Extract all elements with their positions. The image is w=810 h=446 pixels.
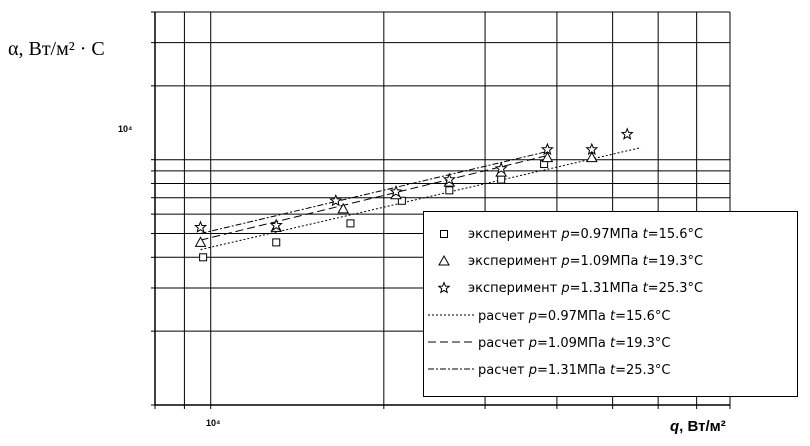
legend-t-val: =15.6°C (647, 226, 704, 242)
x-axis-unit: , Вт/м² (679, 418, 726, 435)
legend-p-val: =0.97МПа (537, 308, 606, 324)
legend-p-val: =0.97МПа (569, 226, 639, 242)
line-style-icon (428, 363, 474, 378)
legend-label-word: расчет (478, 308, 525, 324)
star-point (389, 184, 403, 198)
legend-label-word: расчет (478, 335, 525, 351)
y-tick-label: 10⁴ (118, 124, 133, 134)
legend-p-val: =1.31МПа (537, 362, 606, 378)
star-point (194, 220, 208, 233)
legend-label: расчет p=1.09МПа t=19.3°C (478, 336, 671, 351)
x-tick-label: 10⁴ (206, 418, 221, 428)
star-marker-icon (424, 281, 464, 295)
legend-item: эксперимент p=1.09МПа t=19.3°C (424, 250, 703, 272)
square-marker-icon (424, 227, 464, 241)
legend-t-label: t (642, 280, 648, 296)
star-point (442, 172, 456, 186)
line-style-icon (428, 336, 474, 351)
legend-label: расчет p=1.31МПа t=25.3°C (478, 363, 671, 378)
experiment-points (194, 127, 634, 262)
legend-t-val: =25.3°C (647, 280, 704, 296)
legend-label: эксперимент p=1.31МПа t=25.3°C (468, 281, 703, 296)
square-point (497, 175, 506, 184)
legend-label: эксперимент p=1.09МПа t=19.3°C (468, 254, 703, 269)
x-axis-variable: q (670, 418, 680, 435)
legend-t-val: =25.3°C (615, 362, 671, 378)
square-point (445, 186, 454, 195)
square-point (346, 219, 355, 228)
legend-marker (440, 230, 448, 238)
legend-item: расчет p=0.97МПа t=15.6°C (424, 305, 671, 327)
axes (154, 12, 730, 406)
legend: эксперимент p=0.97МПа t=15.6°C эксперимен… (423, 211, 798, 397)
legend-t-label: t (609, 362, 616, 378)
legend-item: эксперимент p=0.97МПа t=15.6°C (424, 223, 703, 245)
star-point (329, 193, 343, 207)
legend-item: расчет p=1.09МПа t=19.3°C (424, 332, 671, 354)
legend-p-label: p (528, 335, 538, 351)
calc-lines (200, 147, 642, 251)
legend-label: расчет p=0.97МПа t=15.6°C (478, 309, 671, 324)
triangle-point (194, 236, 207, 247)
calc-line-3 (200, 147, 642, 251)
legend-p-label: p (561, 280, 570, 296)
square-point (199, 253, 208, 262)
legend-label-word: расчет (478, 362, 525, 378)
legend-item: эксперимент p=1.31МПа t=25.3°C (424, 277, 703, 299)
y-axis-label: α, Вт/м² · С (8, 38, 105, 60)
calc-line-5 (200, 151, 548, 235)
legend-p-label: p (561, 253, 570, 269)
square-point (272, 238, 281, 247)
legend-t-val: =19.3°C (647, 253, 704, 269)
square-point (397, 196, 406, 205)
star-point (494, 161, 508, 175)
star-point (620, 127, 634, 140)
legend-label-word: эксперимент (468, 280, 558, 296)
legend-t-label: t (642, 226, 648, 242)
axis-ticks (151, 11, 731, 409)
star-point (540, 142, 554, 156)
legend-marker (438, 254, 450, 266)
legend-p-label: p (528, 362, 538, 378)
legend-label-word: эксперимент (468, 253, 558, 269)
legend-p-val: =1.31МПа (569, 280, 639, 296)
legend-label-word: эксперимент (468, 226, 558, 242)
legend-t-val: =19.3°C (615, 335, 671, 351)
legend-t-label: t (609, 308, 616, 324)
x-axis-label: q, Вт/м² (670, 418, 726, 435)
legend-t-label: t (609, 335, 616, 351)
legend-item: расчет p=1.31МПа t=25.3°C (424, 359, 671, 381)
legend-label: эксперимент p=0.97МПа t=15.6°C (468, 227, 703, 242)
legend-p-label: p (561, 226, 570, 242)
triangle-point (337, 202, 350, 214)
triangle-marker-icon (424, 254, 464, 268)
legend-t-label: t (642, 253, 648, 269)
line-style-icon (428, 309, 474, 324)
star-point (269, 218, 283, 231)
legend-p-label: p (528, 308, 538, 324)
triangle-point (585, 151, 598, 163)
triangle-point (541, 151, 554, 163)
legend-t-val: =15.6°C (615, 308, 671, 324)
star-point (585, 142, 599, 156)
legend-marker (437, 281, 451, 294)
legend-p-val: =1.09МПа (569, 253, 639, 269)
legend-p-val: =1.09МПа (537, 335, 606, 351)
